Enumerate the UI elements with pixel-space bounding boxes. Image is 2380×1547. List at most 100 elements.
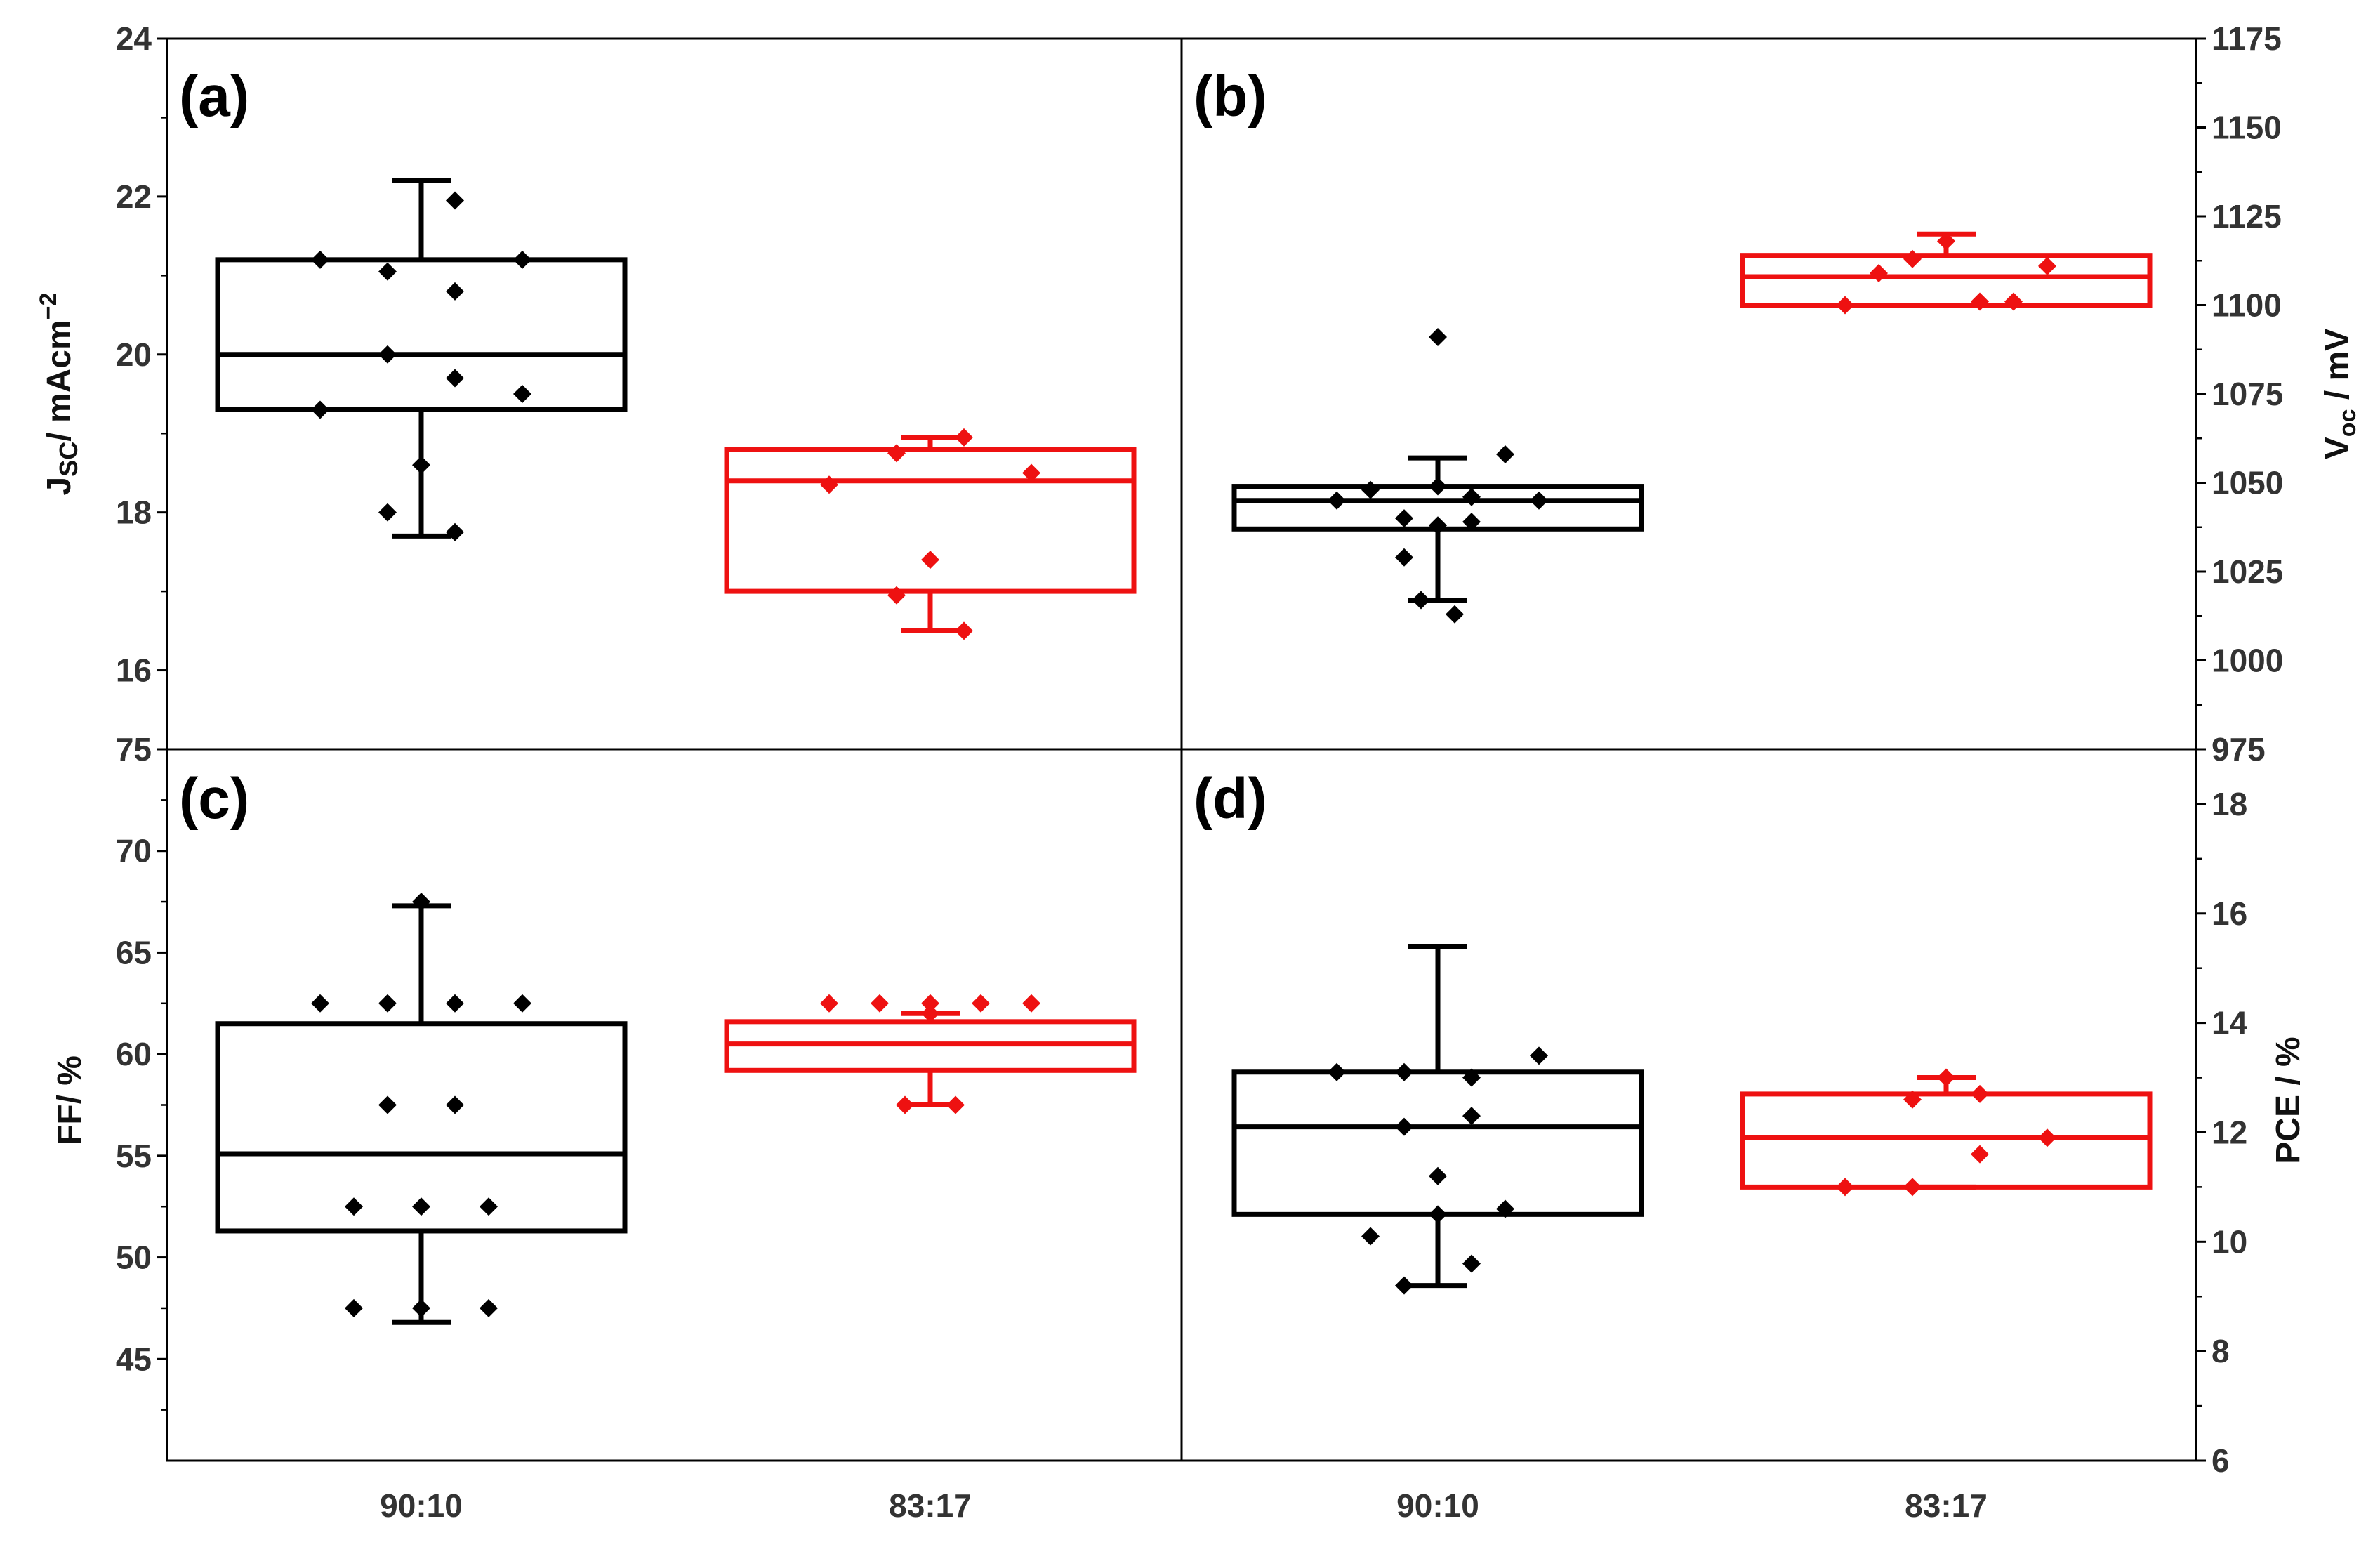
data-point-d-90-10	[1429, 1166, 1447, 1185]
data-point-a-90-10	[446, 522, 464, 541]
jsc-main: J	[41, 477, 78, 496]
data-point-c-90-10	[311, 994, 329, 1013]
y-tick-label-a-22: 22	[116, 178, 152, 215]
y-tick-label-d-10: 10	[2212, 1223, 2247, 1260]
y-tick-label-b-1100: 1100	[2212, 287, 2282, 324]
data-point-c-90-10	[480, 1298, 498, 1317]
data-point-d-90-10	[1429, 1205, 1447, 1224]
y-tick-label-d-18: 18	[2212, 786, 2247, 822]
data-point-c-90-10	[378, 1095, 397, 1114]
panel-d: 6 8 10 12 14 16 18 (d)	[1194, 767, 2248, 1479]
y-tick-label-c-45: 45	[116, 1341, 152, 1377]
y-axis-title-d: PCE / %	[2270, 1036, 2307, 1164]
y-tick-label-c-70: 70	[116, 833, 152, 869]
data-point-d-83-17	[2038, 1128, 2056, 1147]
data-point-b-83-17	[2038, 256, 2056, 275]
voc-main: V	[2319, 437, 2356, 459]
panel-a-y-ticks: 16 18 20 22 24	[116, 20, 167, 689]
data-point-d-90-10	[1395, 1276, 1413, 1295]
data-point-c-83-17	[946, 1095, 965, 1114]
data-point-d-83-17	[1836, 1178, 1854, 1197]
box-a-83-17	[724, 447, 1137, 594]
data-point-a-90-10	[311, 400, 329, 419]
y-tick-label-d-12: 12	[2212, 1114, 2247, 1150]
data-point-b-90-10	[1361, 480, 1380, 499]
panel-c-points	[311, 893, 1040, 1317]
data-point-c-90-10	[480, 1197, 498, 1216]
data-point-c-83-17	[972, 994, 990, 1013]
y-tick-label-c-75: 75	[116, 731, 152, 768]
y-tick-label-a-24: 24	[116, 20, 152, 57]
panel-a-label: (a)	[179, 65, 249, 129]
data-point-d-90-10	[1395, 1062, 1413, 1081]
y-tick-label-b-975: 975	[2212, 731, 2266, 768]
data-point-d-83-17	[1971, 1084, 1989, 1103]
data-point-b-90-10	[1462, 513, 1481, 532]
data-point-a-90-10	[378, 345, 397, 364]
data-point-a-83-17	[887, 444, 906, 463]
data-point-b-90-10	[1412, 591, 1430, 610]
y-tick-label-d-6: 6	[2212, 1442, 2230, 1479]
data-point-d-90-10	[1462, 1107, 1481, 1126]
data-point-c-83-17	[921, 1004, 939, 1023]
jsc-rest: / mAcm	[41, 320, 78, 441]
data-point-d-83-17	[1903, 1090, 1922, 1109]
data-point-d-90-10	[1462, 1254, 1481, 1273]
y-tick-label-d-14: 14	[2212, 1005, 2248, 1041]
data-point-b-83-17	[1971, 292, 1989, 311]
panel-a-boxes	[215, 178, 1137, 633]
data-point-c-83-17	[1022, 994, 1040, 1013]
data-point-d-83-17	[1971, 1145, 1989, 1164]
panel-a: 16 18 20 22 24 (a)	[116, 20, 1137, 689]
data-point-c-83-17	[871, 994, 889, 1013]
box-a-90-10	[215, 257, 628, 412]
panel-d-y-ticks: 6 8 10 12 14 16 18	[2196, 786, 2248, 1479]
voc-rest: / mV	[2319, 329, 2356, 409]
y-tick-label-d-8: 8	[2212, 1333, 2230, 1369]
panel-c-boxes	[215, 903, 1137, 1325]
data-point-a-90-10	[446, 191, 464, 210]
data-point-a-90-10	[378, 262, 397, 281]
data-point-a-90-10	[412, 456, 430, 475]
y-tick-label-b-1075: 1075	[2212, 376, 2283, 412]
data-point-b-90-10	[1395, 548, 1413, 567]
panel-b-points	[1328, 232, 2056, 624]
y-axis-title-b: Voc / mV	[2319, 329, 2361, 459]
x-label-a-83-17: 83:17	[889, 1487, 972, 1524]
data-point-d-90-10	[1462, 1068, 1481, 1087]
panel-b: 975 1000 1025 1050 1075 1100 1125 1150 1175 (b)	[1194, 20, 2283, 768]
data-point-c-90-10	[345, 1197, 363, 1216]
y-tick-label-b-1150: 1150	[2212, 110, 2282, 146]
data-point-c-90-10	[446, 1095, 464, 1114]
data-point-b-90-10	[1429, 516, 1447, 535]
data-point-a-90-10	[446, 282, 464, 301]
data-point-d-90-10	[1530, 1046, 1548, 1065]
data-point-b-83-17	[2004, 292, 2023, 311]
box-d-83-17	[1740, 1091, 2153, 1190]
panel-b-label: (b)	[1194, 65, 1267, 129]
data-point-d-90-10	[1328, 1062, 1346, 1081]
data-point-c-90-10	[412, 1197, 430, 1216]
data-point-b-90-10	[1496, 445, 1514, 464]
y-tick-label-b-1050: 1050	[2212, 465, 2283, 501]
data-point-a-90-10	[513, 385, 531, 403]
panel-c-label: (c)	[179, 767, 249, 831]
data-point-d-83-17	[1903, 1178, 1922, 1197]
voc-sub: oc	[2334, 409, 2361, 437]
data-point-b-90-10	[1328, 491, 1346, 510]
y-tick-label-c-65: 65	[116, 934, 152, 970]
jsc-sup: −2	[35, 293, 62, 320]
data-point-b-83-17	[1937, 232, 1955, 251]
jsc-sub: SC	[54, 442, 83, 477]
data-point-c-90-10	[378, 994, 397, 1013]
x-label-b-90-10: 90:10	[1396, 1487, 1479, 1524]
panel-d-label: (d)	[1194, 767, 1267, 831]
data-point-c-83-17	[820, 994, 838, 1013]
data-point-b-90-10	[1446, 605, 1464, 624]
panel-a-points	[311, 191, 1040, 640]
y-tick-label-c-60: 60	[116, 1036, 152, 1072]
data-point-c-90-10	[513, 994, 531, 1013]
data-point-a-90-10	[311, 250, 329, 269]
data-point-b-83-17	[1870, 263, 1888, 282]
